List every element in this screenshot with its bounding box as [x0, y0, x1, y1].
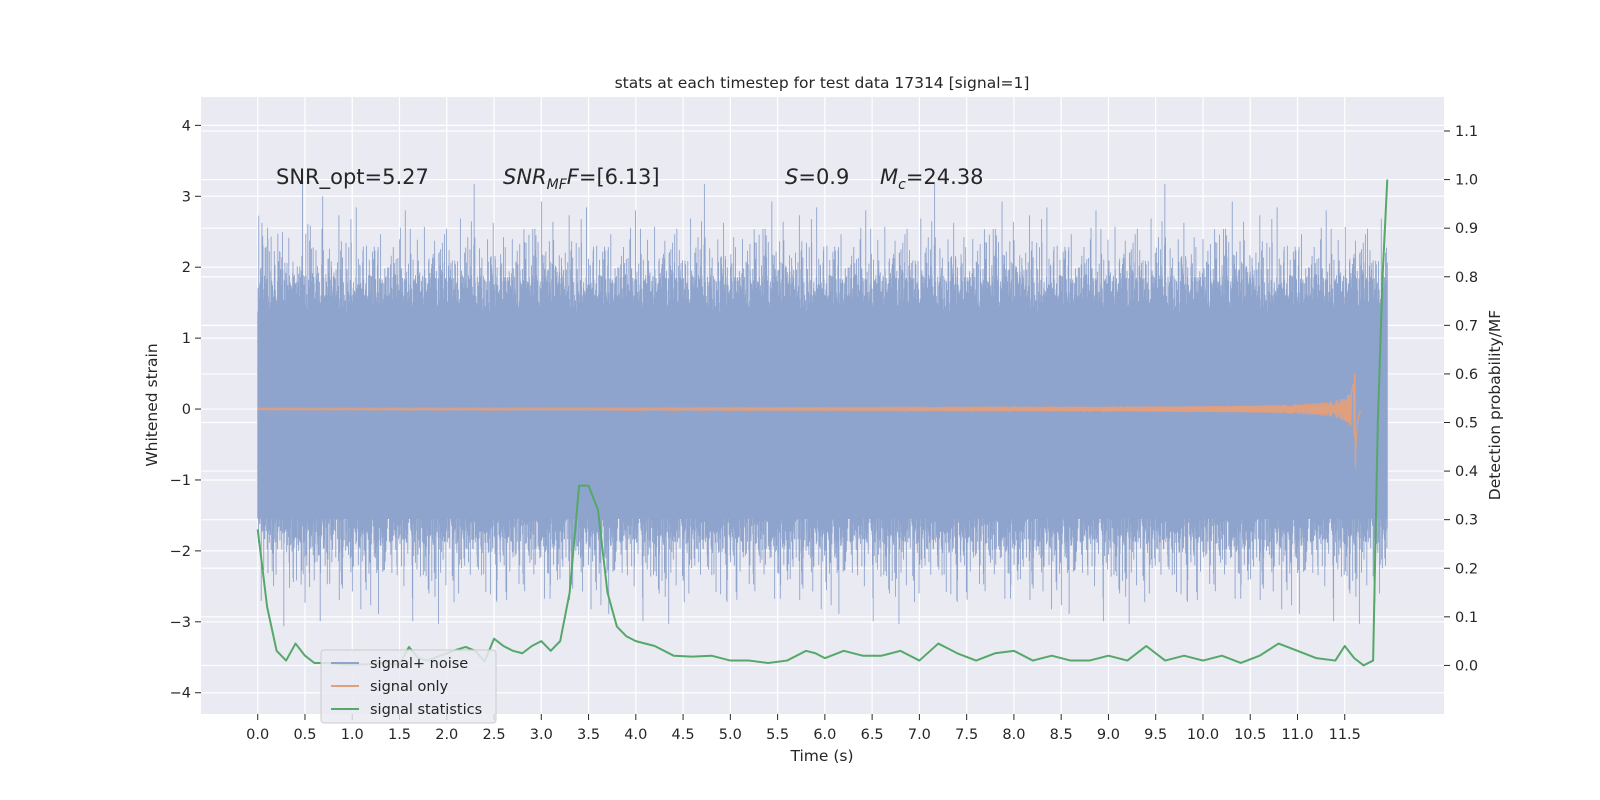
- y2-axis-title: Detection probability/MF: [1486, 310, 1504, 501]
- svg-text:SNR_opt=5.27: SNR_opt=5.27: [276, 165, 429, 190]
- y2-tick-label-4: 0.7: [1455, 318, 1478, 334]
- x-tick-label-16: 8.0: [1002, 727, 1025, 743]
- annotation-snr-opt-value: =5.27: [365, 165, 429, 189]
- legend-box: [320, 649, 497, 724]
- annotation-snr-mf-value: =[6.13]: [579, 165, 660, 189]
- y-tick-label-3: 1: [182, 331, 191, 347]
- x-axis: 0.0 0.5 1.0 1.5 2.0 2.5 3.0 3.5 4.0 4.5 5.0 5.5 6.0 6…: [246, 714, 1361, 743]
- annotation-s-label: S: [785, 165, 798, 189]
- x-tick-label-6: 3.0: [530, 727, 553, 743]
- y2-tick-label-6: 0.5: [1455, 416, 1478, 432]
- annotation-mc-value: =24.38: [906, 165, 984, 189]
- annotation-s: S=0.9: [785, 165, 849, 189]
- annotation-snr-mf: SNRMFF=[6.13]: [503, 165, 660, 193]
- svg-text:SNRMFF=[6.13]: SNRMFF=[6.13]: [503, 165, 660, 193]
- annotation-mc-sub: c: [898, 177, 906, 193]
- x-tick-label-7: 3.5: [577, 727, 600, 743]
- y2-tick-label-1: 1.0: [1455, 173, 1478, 189]
- legend-label-signal-statistics: signal statistics: [370, 702, 482, 718]
- x-tick-label-22: 11.0: [1281, 727, 1313, 743]
- x-tick-label-3: 1.5: [388, 727, 411, 743]
- y-axis-right: 1.1 1.0 0.9 0.8 0.7 0.6 0.5 0.4 0.3 0.2 0.1 0.0: [1444, 124, 1478, 674]
- annotation-snr-mf-sub: MF: [547, 177, 568, 193]
- x-tick-label-5: 2.5: [482, 727, 505, 743]
- annotation-snr-opt-label: SNR_opt: [276, 165, 365, 190]
- y2-tick-label-2: 0.9: [1455, 221, 1478, 237]
- x-axis-title: Time (s): [789, 747, 853, 765]
- x-tick-label-13: 6.5: [861, 727, 884, 743]
- x-tick-label-1: 0.5: [293, 727, 316, 743]
- signal-noise-core: [257, 313, 1388, 519]
- signal-only-trace: [257, 373, 1362, 469]
- y-tick-label-7: −3: [170, 615, 191, 631]
- y-tick-label-5: −1: [170, 473, 191, 489]
- y2-tick-label-11: 0.0: [1455, 658, 1478, 674]
- x-tick-label-14: 7.0: [908, 727, 931, 743]
- legend-label-signal-noise: signal+ noise: [370, 656, 468, 672]
- y2-tick-label-3: 0.8: [1455, 270, 1478, 286]
- y2-tick-label-0: 1.1: [1455, 124, 1478, 140]
- legend: signal+ noise signal only signal statist…: [320, 649, 497, 724]
- x-tick-label-4: 2.0: [435, 727, 458, 743]
- y2-tick-label-8: 0.3: [1455, 513, 1478, 529]
- chart-title: stats at each timestep for test data 173…: [615, 74, 1030, 92]
- y-axis-left: 4 3 2 1 0 −1 −2 −3 −4: [170, 118, 201, 702]
- x-tick-label-19: 9.5: [1144, 727, 1167, 743]
- series-signal-only: [257, 373, 1362, 469]
- y2-tick-label-5: 0.6: [1455, 367, 1478, 383]
- x-tick-label-0: 0.0: [246, 727, 269, 743]
- x-tick-label-12: 6.0: [813, 727, 836, 743]
- svg-text:S=0.9: S=0.9: [785, 165, 849, 189]
- y-tick-label-6: −2: [170, 544, 191, 560]
- x-tick-label-23: 11.5: [1329, 727, 1361, 743]
- x-tick-label-17: 8.5: [1050, 727, 1073, 743]
- y-axis-title: Whitened strain: [143, 343, 161, 466]
- x-tick-label-11: 5.5: [766, 727, 789, 743]
- annotation-mc: Mc=24.38: [880, 165, 984, 193]
- x-tick-label-21: 10.5: [1234, 727, 1266, 743]
- legend-label-signal-only: signal only: [370, 679, 449, 695]
- x-tick-label-15: 7.5: [955, 727, 978, 743]
- y2-tick-label-10: 0.1: [1455, 610, 1478, 626]
- x-tick-label-20: 10.0: [1187, 727, 1219, 743]
- y-tick-label-8: −4: [170, 686, 191, 702]
- x-tick-label-9: 4.5: [672, 727, 695, 743]
- y-tick-label-1: 3: [182, 189, 191, 205]
- y-tick-label-2: 2: [182, 260, 191, 276]
- svg-text:Mc=24.38: Mc=24.38: [880, 165, 984, 193]
- x-tick-label-2: 1.0: [341, 727, 364, 743]
- annotation-snr-opt: SNR_opt=5.27: [276, 165, 429, 190]
- y-tick-label-4: 0: [182, 402, 191, 418]
- y-tick-label-0: 4: [182, 118, 191, 134]
- series-signal-noise: [257, 183, 1388, 627]
- annotation-mc-label: M: [880, 165, 898, 189]
- x-tick-label-18: 9.0: [1097, 727, 1120, 743]
- y2-tick-label-9: 0.2: [1455, 561, 1478, 577]
- y2-tick-label-7: 0.4: [1455, 464, 1478, 480]
- x-tick-label-10: 5.0: [719, 727, 742, 743]
- x-tick-label-8: 4.0: [624, 727, 647, 743]
- annotation-snr-mf-label: SNR: [503, 165, 547, 189]
- annotation-s-value: =0.9: [798, 165, 849, 189]
